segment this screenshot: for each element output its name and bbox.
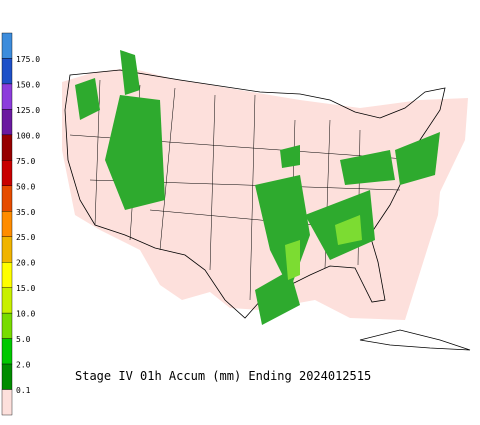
legend-swatch	[1, 287, 13, 314]
legend-swatch	[1, 32, 13, 59]
us-outline	[64, 69, 446, 319]
color-legend: 175.0 150.0 125.0 100.0 75.0 50.0 35.0 25.0 20.0…	[1, 32, 40, 416]
legend-label: 50.0	[16, 182, 35, 191]
legend-swatch	[1, 134, 13, 161]
cuba-outline	[359, 329, 471, 351]
legend-swatch	[1, 211, 13, 237]
legend-label: 100.0	[16, 131, 40, 140]
legend-swatch	[1, 338, 13, 365]
legend-swatch	[1, 262, 13, 288]
legend-label: 20.0	[16, 259, 35, 268]
legend-swatch	[1, 363, 13, 390]
legend-swatch	[1, 160, 13, 186]
legend-label: 150.0	[16, 80, 40, 89]
legend-label: 125.0	[16, 106, 40, 115]
legend-label: 2.0	[16, 361, 31, 370]
legend-swatch	[1, 312, 13, 339]
legend-swatch	[1, 185, 13, 212]
legend-swatch	[1, 83, 13, 110]
legend-swatch	[1, 58, 13, 85]
legend-label: 75.0	[16, 157, 35, 166]
caption: Stage IV 01h Accum (mm) Ending 202401251…	[75, 369, 371, 383]
precip-heavy	[285, 215, 362, 280]
legend-label: 35.0	[16, 208, 35, 217]
legend-label: 0.1	[16, 386, 31, 395]
legend-label: 175.0	[16, 55, 40, 64]
legend-swatch	[1, 389, 13, 416]
legend-label: 15.0	[16, 284, 35, 293]
legend-label: 10.0	[16, 310, 35, 319]
legend-swatch	[1, 109, 13, 136]
legend-label: 5.0	[16, 335, 31, 344]
legend-label: 25.0	[16, 233, 35, 242]
legend-swatch	[1, 236, 13, 263]
